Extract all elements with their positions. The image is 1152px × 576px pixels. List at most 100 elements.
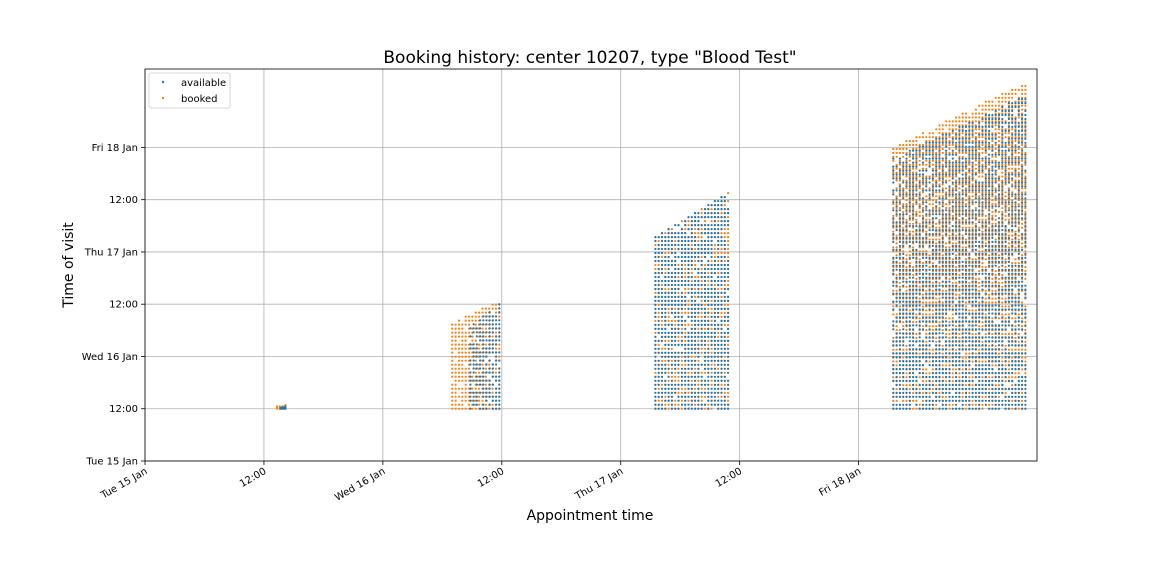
data-point-available: [710, 283, 713, 287]
data-point-available: [703, 291, 707, 294]
data-point-available: [707, 228, 710, 231]
data-point-booked: [971, 222, 974, 225]
data-point-booked: [958, 285, 961, 288]
data-point-booked: [958, 163, 961, 166]
data-point-available: [707, 407, 710, 410]
data-point-booked: [925, 167, 928, 170]
data-point-booked: [984, 151, 987, 154]
data-point-booked: [491, 303, 494, 306]
data-point-available: [690, 307, 693, 310]
data-point-booked: [991, 179, 994, 182]
data-point-booked: [684, 287, 687, 291]
data-point-available: [684, 247, 687, 251]
data-point-booked: [710, 319, 713, 322]
data-point-available: [670, 291, 674, 294]
data-point-available: [727, 212, 730, 215]
data-point-booked: [898, 195, 902, 198]
data-point-available: [720, 407, 723, 410]
data-point-available: [674, 383, 677, 386]
data-point-booked: [707, 343, 710, 346]
data-point-booked: [994, 143, 997, 147]
data-point-booked: [717, 251, 720, 255]
data-point-available: [657, 299, 660, 302]
data-point-available: [703, 224, 707, 227]
data-point-available: [687, 271, 690, 275]
data-point-available: [690, 228, 693, 231]
data-point-available: [694, 399, 697, 402]
data-point-booked: [898, 281, 902, 284]
data-point-booked: [928, 195, 931, 198]
data-point-booked: [971, 128, 974, 131]
data-point-available: [690, 335, 693, 338]
data-point-booked: [948, 203, 951, 206]
data-point-booked: [974, 136, 978, 139]
data-point-booked: [1011, 92, 1014, 95]
data-point-booked: [928, 348, 931, 351]
data-point-booked: [991, 195, 994, 198]
data-point-booked: [1021, 356, 1024, 359]
data-point-booked: [925, 372, 928, 375]
data-point-available: [723, 395, 726, 398]
data-point-booked: [902, 155, 905, 158]
data-point-booked: [961, 179, 964, 182]
data-point-booked: [1014, 258, 1017, 261]
data-point-available: [713, 351, 717, 354]
data-point-booked: [454, 355, 457, 358]
data-point-booked: [1007, 147, 1011, 151]
data-point-available: [479, 391, 482, 394]
data-point-booked: [895, 195, 898, 198]
data-point-available: [475, 391, 478, 394]
data-point-booked: [948, 163, 951, 166]
data-point-booked: [1011, 238, 1014, 241]
data-point-available: [660, 391, 664, 394]
data-point-available: [488, 311, 491, 314]
data-point-available: [727, 347, 730, 350]
data-point-available: [670, 355, 674, 358]
data-point-booked: [491, 387, 494, 390]
data-point-available: [717, 204, 720, 207]
data-point-available: [680, 323, 684, 326]
data-point-booked: [955, 281, 958, 284]
data-point-booked: [478, 403, 481, 406]
data-point-booked: [948, 348, 951, 351]
data-point-available: [703, 359, 707, 362]
data-point-booked: [1017, 199, 1020, 202]
data-point-available: [717, 403, 720, 406]
data-point-available: [895, 356, 898, 359]
data-point-booked: [951, 242, 954, 245]
data-point-available: [670, 323, 674, 326]
data-point-booked: [700, 299, 703, 302]
data-point-booked: [981, 140, 984, 143]
data-point-booked: [1011, 132, 1014, 135]
data-point-booked: [931, 352, 935, 355]
data-point-booked: [948, 187, 951, 190]
data-point-booked: [945, 175, 948, 178]
data-point-available: [703, 343, 707, 346]
data-point-available: [713, 208, 717, 211]
data-point-available: [674, 299, 677, 302]
data-point-booked: [1004, 155, 1007, 158]
data-point-booked: [1007, 128, 1011, 131]
data-point-available: [664, 351, 667, 354]
data-point-booked: [1024, 321, 1027, 324]
data-point-available: [491, 371, 494, 374]
data-point-booked: [700, 236, 703, 239]
data-point-booked: [680, 311, 684, 314]
data-point-booked: [898, 163, 902, 166]
data-point-booked: [1014, 348, 1017, 351]
data-point-booked: [898, 328, 902, 332]
data-point-booked: [902, 206, 905, 210]
data-point-available: [684, 327, 687, 330]
data-point-available: [694, 335, 697, 338]
data-point-booked: [931, 325, 935, 328]
data-point-available: [491, 375, 494, 378]
data-point-booked: [991, 206, 994, 210]
data-point-booked: [491, 391, 494, 394]
data-point-booked: [958, 128, 961, 131]
data-point-booked: [905, 191, 908, 194]
data-point-available: [697, 367, 700, 370]
data-point-booked: [697, 275, 700, 279]
data-point-booked: [1024, 187, 1027, 190]
data-point-available: [895, 352, 898, 355]
data-point-available: [654, 399, 657, 402]
